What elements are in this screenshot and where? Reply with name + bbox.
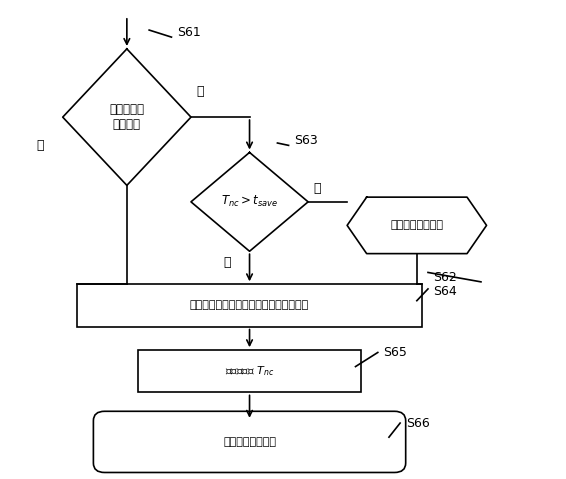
Bar bbox=[76, 284, 422, 327]
Text: S66: S66 bbox=[406, 417, 430, 430]
Text: 清零计时器 $T_{nc}$: 清零计时器 $T_{nc}$ bbox=[225, 365, 275, 378]
Text: S61: S61 bbox=[177, 26, 201, 39]
Bar bbox=[138, 350, 361, 392]
Text: 保存当前显示电量和时间信息到文件系统: 保存当前显示电量和时间信息到文件系统 bbox=[190, 300, 309, 310]
Text: S65: S65 bbox=[383, 346, 408, 359]
Text: S62: S62 bbox=[434, 271, 457, 284]
Text: S63: S63 bbox=[294, 134, 318, 147]
Text: 用户修改系统时间: 用户修改系统时间 bbox=[391, 220, 443, 230]
Text: 是: 是 bbox=[37, 139, 44, 152]
Text: $T_{nc}>t_{save}$: $T_{nc}>t_{save}$ bbox=[221, 194, 278, 209]
Text: S64: S64 bbox=[434, 285, 457, 298]
Text: 是: 是 bbox=[224, 256, 231, 269]
Text: 保存电池电量完成: 保存电池电量完成 bbox=[223, 437, 276, 447]
Text: 显示电量发
生改变？: 显示电量发 生改变？ bbox=[109, 103, 144, 131]
Text: 否: 否 bbox=[314, 182, 321, 195]
Text: 否: 否 bbox=[196, 85, 204, 98]
FancyBboxPatch shape bbox=[93, 411, 406, 472]
